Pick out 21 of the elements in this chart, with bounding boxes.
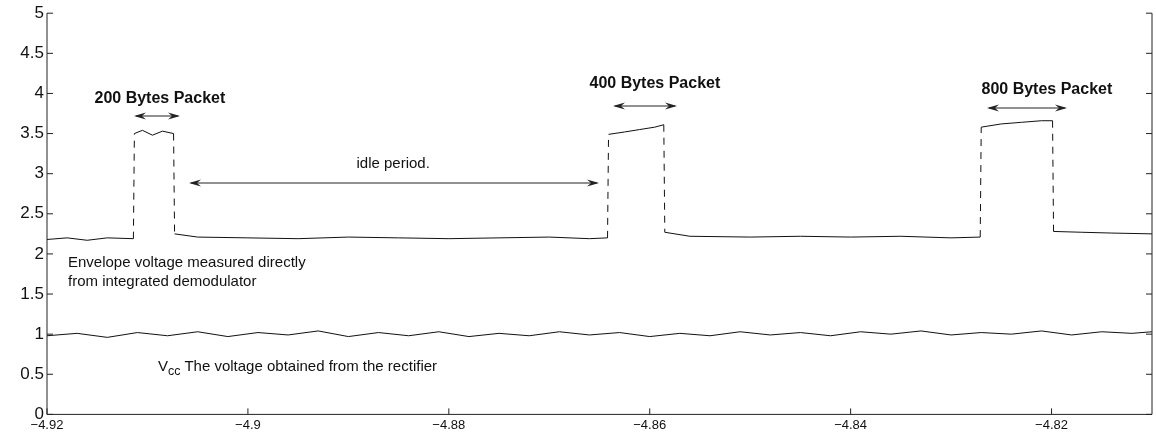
annotation: Envelope voltage measured directly from integrated demodulator — [68, 252, 307, 290]
y-tick-label: 3.5 — [20, 123, 44, 143]
y-tick-label: 0.5 — [20, 363, 44, 383]
y-tick-label: 3 — [34, 163, 44, 183]
annotation: 200 Bytes Packet — [94, 87, 226, 107]
annotation: idle period. — [356, 152, 430, 172]
y-tick-label: 4 — [34, 83, 44, 103]
x-tick-label: −4.88 — [432, 416, 466, 432]
x-tick-label: −4.84 — [834, 416, 868, 432]
x-tick-label: −4.82 — [1035, 416, 1068, 432]
y-tick-label: 1 — [34, 323, 44, 343]
y-tick-label: 1.5 — [20, 283, 44, 303]
annotation: 400 Bytes Packet — [589, 72, 721, 92]
y-tick-label: 4.5 — [20, 43, 44, 63]
y-tick-label: 5 — [34, 2, 44, 22]
y-tick-label: 2.5 — [20, 203, 44, 223]
x-tick-label: −4.86 — [633, 416, 667, 432]
y-tick-label: 2 — [34, 243, 44, 263]
x-tick-label: −4.9 — [235, 416, 261, 432]
annotation: V$_{cc}$ The voltage obtained from the rectifier — [158, 355, 438, 380]
annotation: 800 Bytes Packet — [981, 78, 1113, 98]
